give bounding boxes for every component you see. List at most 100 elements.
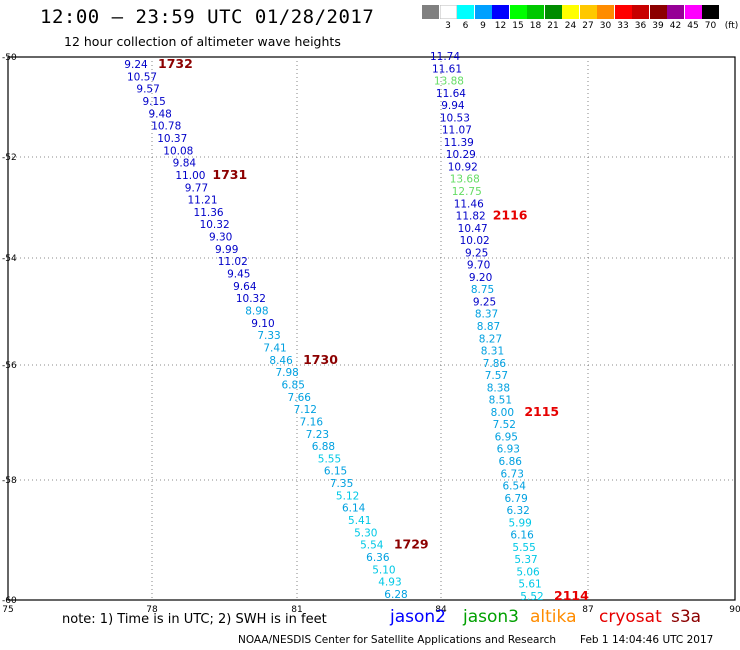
page-title: 12:00 – 23:59 UTC 01/28/2017 bbox=[40, 6, 375, 28]
wave-height-value: 5.37 bbox=[514, 554, 537, 566]
wave-height-value: 7.35 bbox=[330, 478, 353, 490]
wave-height-value: 12.75 bbox=[452, 186, 482, 198]
scale-label: 36 bbox=[634, 21, 647, 31]
wave-height-value: 8.51 bbox=[489, 395, 512, 407]
scale-swatch bbox=[579, 5, 597, 19]
wave-height-value: 8.37 bbox=[475, 309, 498, 321]
scale-swatch bbox=[544, 5, 562, 19]
longitude-label: 81 bbox=[291, 605, 302, 615]
longitude-label: 84 bbox=[435, 605, 447, 615]
wave-height-value: 10.53 bbox=[440, 112, 470, 124]
wave-height-value: 6.32 bbox=[506, 505, 529, 517]
map-frame bbox=[7, 56, 736, 601]
wave-height-value: 9.25 bbox=[473, 296, 496, 308]
wave-height-value: 6.95 bbox=[495, 431, 518, 443]
scale-swatch bbox=[649, 5, 667, 19]
satellite-legend-altika: altika bbox=[530, 607, 577, 627]
scale-label: 6 bbox=[462, 21, 469, 31]
wave-height-value: 7.33 bbox=[257, 330, 280, 342]
wave-height-value: 11.64 bbox=[436, 88, 466, 100]
generation-timestamp: Feb 1 14:04:46 UTC 2017 bbox=[580, 634, 714, 646]
longitude-label: 90 bbox=[729, 605, 740, 615]
wave-height-value: 8.75 bbox=[471, 284, 494, 296]
wave-height-value: 11.46 bbox=[454, 198, 484, 210]
wave-height-value: 4.93 bbox=[378, 577, 401, 589]
wave-height-value: 11.02 bbox=[218, 256, 248, 268]
scale-label: 15 bbox=[512, 21, 524, 31]
wave-height-value: 11.39 bbox=[444, 137, 474, 149]
scale-swatch bbox=[509, 5, 527, 19]
wave-height-value: 6.14 bbox=[342, 503, 366, 515]
wave-height-value: 9.15 bbox=[142, 96, 165, 108]
wave-height-value: 5.30 bbox=[354, 527, 377, 539]
wave-height-value: 10.29 bbox=[446, 149, 476, 161]
scale-swatch bbox=[474, 5, 492, 19]
satellite-legend-jason3: jason3 bbox=[463, 607, 519, 627]
wave-height-value: 9.25 bbox=[465, 247, 488, 259]
wave-height-value: 9.70 bbox=[467, 260, 490, 272]
wave-height-value: 9.64 bbox=[233, 281, 257, 293]
wave-height-value: 8.98 bbox=[245, 306, 268, 318]
wave-height-value: 5.52 bbox=[520, 591, 543, 603]
wave-height-value: 5.41 bbox=[348, 515, 371, 527]
page-subtitle: 12 hour collection of altimeter wave hei… bbox=[64, 34, 341, 49]
wave-height-value: 11.36 bbox=[194, 207, 224, 219]
wave-height-value: 6.88 bbox=[312, 441, 335, 453]
wave-height-value: 7.12 bbox=[294, 404, 317, 416]
scale-label: 24 bbox=[564, 21, 577, 31]
wave-height-value: 10.57 bbox=[127, 71, 157, 83]
wave-height-value: 5.54 bbox=[360, 540, 384, 552]
scale-swatch bbox=[527, 5, 544, 19]
pass-time-label: 2115 bbox=[524, 404, 559, 419]
wave-height-value: 8.31 bbox=[481, 346, 504, 358]
latitude-label: -58 bbox=[2, 476, 17, 486]
scale-swatch bbox=[457, 5, 474, 19]
wave-height-value: 10.92 bbox=[448, 161, 478, 173]
wave-height-value: 6.86 bbox=[499, 456, 523, 468]
pass-time-label: 2116 bbox=[493, 208, 528, 223]
wave-height-value: 8.38 bbox=[487, 382, 510, 394]
latitude-label: -54 bbox=[2, 254, 17, 264]
wave-height-value: 11.07 bbox=[442, 125, 472, 137]
scale-label: 42 bbox=[669, 21, 682, 31]
wave-height-value: 5.61 bbox=[518, 579, 541, 591]
wave-height-value: 6.36 bbox=[366, 552, 390, 564]
wave-height-value: 11.00 bbox=[175, 170, 205, 182]
scale-label: 12 bbox=[494, 21, 507, 31]
wave-height-value: 11.74 bbox=[430, 51, 460, 63]
wave-height-value: 6.85 bbox=[282, 379, 305, 391]
wave-height-value: 6.28 bbox=[384, 589, 407, 601]
wave-height-value: 9.84 bbox=[173, 158, 197, 170]
pass-time-label: 1732 bbox=[158, 56, 193, 71]
wave-height-value: 5.10 bbox=[372, 564, 395, 576]
wave-height-value: 10.32 bbox=[200, 219, 230, 231]
wave-height-value: 9.48 bbox=[148, 108, 171, 120]
wave-height-value: 11.82 bbox=[456, 211, 486, 223]
wave-height-value: 7.66 bbox=[288, 392, 312, 404]
longitude-label: 87 bbox=[582, 605, 593, 615]
scale-label: 21 bbox=[547, 21, 559, 31]
scale-label: 9 bbox=[480, 21, 486, 31]
wave-height-value: 13.68 bbox=[450, 174, 480, 186]
wave-height-value: 5.55 bbox=[512, 542, 535, 554]
wave-height-value: 10.32 bbox=[236, 293, 266, 305]
scale-swatch bbox=[667, 5, 684, 19]
wave-height-value: 9.77 bbox=[185, 182, 208, 194]
wave-height-value: 9.45 bbox=[227, 269, 250, 281]
latitude-label: -56 bbox=[2, 361, 17, 371]
wave-height-value: 10.08 bbox=[163, 145, 193, 157]
wave-height-value: 7.57 bbox=[485, 370, 508, 382]
pass-time-label: 1731 bbox=[212, 167, 247, 182]
wave-height-value: 9.57 bbox=[136, 84, 159, 96]
wave-height-value: 11.21 bbox=[187, 195, 217, 207]
scale-swatch bbox=[597, 5, 614, 19]
scale-label: 18 bbox=[529, 21, 542, 31]
wave-height-value: 6.79 bbox=[504, 493, 527, 505]
scale-swatch bbox=[632, 5, 649, 19]
wave-height-value: 9.20 bbox=[469, 272, 492, 284]
wave-height-value: 9.99 bbox=[215, 244, 238, 256]
scale-label: 30 bbox=[599, 21, 612, 31]
wave-height-value: 9.30 bbox=[209, 232, 232, 244]
pass-time-label: 1729 bbox=[394, 537, 429, 552]
latitude-label: -52 bbox=[2, 153, 17, 163]
